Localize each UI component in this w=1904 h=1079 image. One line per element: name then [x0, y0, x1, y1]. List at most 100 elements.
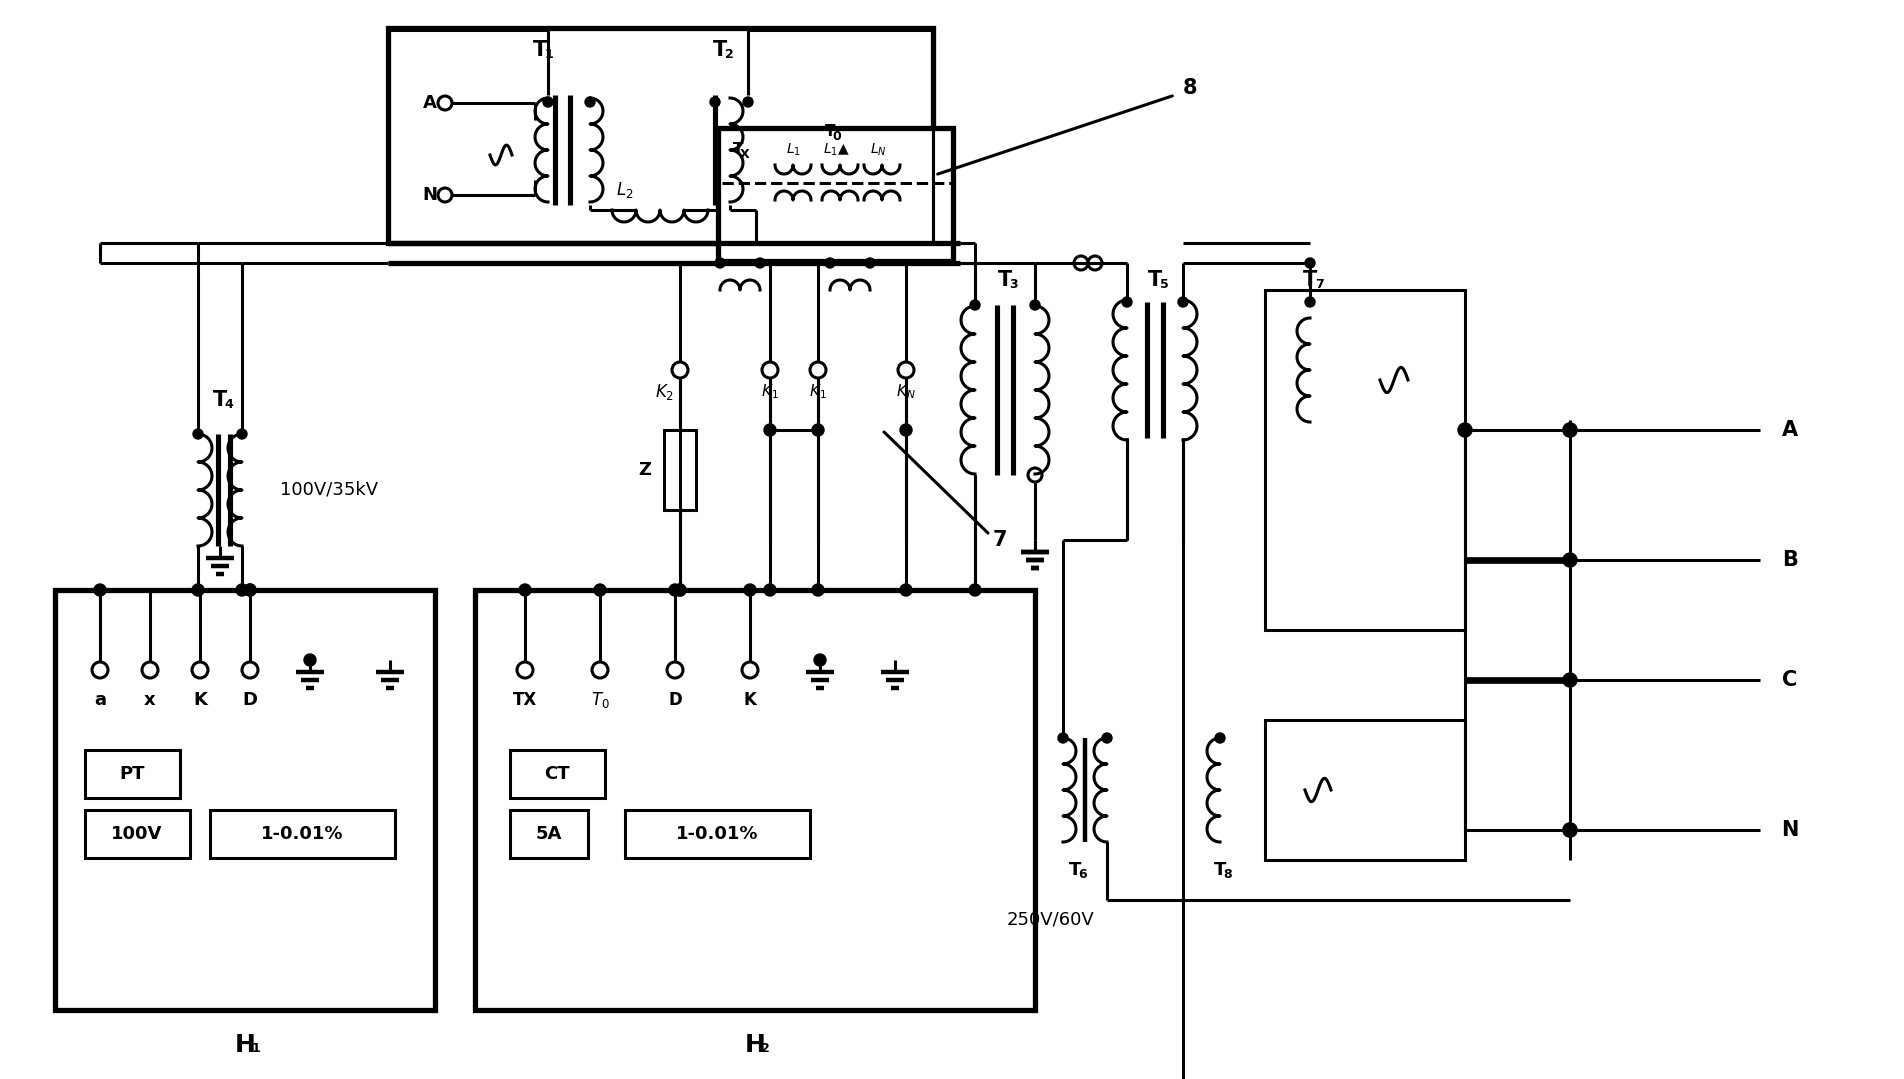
Text: N: N	[423, 186, 438, 204]
Text: 8: 8	[1224, 868, 1232, 880]
Text: 8: 8	[1182, 78, 1198, 98]
Text: 2: 2	[762, 1042, 771, 1055]
Circle shape	[811, 424, 824, 436]
Text: D: D	[242, 691, 257, 709]
Circle shape	[192, 429, 204, 439]
Bar	[209, 810, 394, 858]
Text: PT: PT	[120, 765, 145, 783]
Circle shape	[192, 584, 204, 596]
Circle shape	[710, 97, 720, 107]
Text: 250V/60V: 250V/60V	[1005, 911, 1095, 929]
Bar	[510, 810, 588, 858]
Text: T: T	[1215, 861, 1226, 879]
Circle shape	[744, 584, 756, 596]
Circle shape	[1563, 423, 1577, 437]
Text: T: T	[1068, 861, 1081, 879]
Circle shape	[93, 584, 107, 596]
Text: T: T	[533, 40, 546, 60]
Text: 7: 7	[1314, 277, 1323, 290]
Text: H: H	[744, 1033, 765, 1057]
Circle shape	[743, 97, 752, 107]
Text: $K_1$: $K_1$	[762, 383, 779, 401]
Circle shape	[520, 584, 531, 596]
Text: TX: TX	[512, 691, 537, 709]
Circle shape	[244, 584, 255, 596]
Text: 4: 4	[225, 397, 234, 410]
Circle shape	[1563, 554, 1577, 566]
Circle shape	[815, 654, 826, 666]
Circle shape	[824, 258, 836, 268]
Text: 100V/35kV: 100V/35kV	[280, 481, 379, 498]
Text: 100V: 100V	[110, 825, 162, 843]
Text: 5: 5	[1160, 277, 1169, 290]
Bar	[86, 750, 181, 798]
Text: 1: 1	[545, 47, 554, 60]
Text: T: T	[1148, 270, 1161, 290]
Text: T: T	[1302, 270, 1318, 290]
Circle shape	[543, 97, 552, 107]
Text: 3: 3	[1009, 277, 1019, 290]
Text: 1-0.01%: 1-0.01%	[261, 825, 343, 843]
Bar	[510, 750, 605, 798]
Circle shape	[585, 97, 594, 107]
Circle shape	[756, 258, 765, 268]
Text: T: T	[824, 124, 836, 139]
Text: B: B	[1782, 550, 1797, 570]
Circle shape	[1563, 823, 1577, 837]
Circle shape	[1030, 300, 1040, 310]
Bar	[625, 810, 809, 858]
Bar	[388, 28, 933, 243]
Text: x: x	[145, 691, 156, 709]
Circle shape	[969, 300, 981, 310]
Circle shape	[1121, 297, 1133, 308]
Circle shape	[236, 584, 248, 596]
Circle shape	[1304, 297, 1316, 308]
Text: $L_1$: $L_1$	[786, 141, 800, 159]
Circle shape	[1102, 733, 1112, 743]
Bar	[55, 590, 434, 1010]
Circle shape	[901, 424, 912, 436]
Text: N: N	[1782, 820, 1799, 839]
Text: Z: Z	[638, 461, 651, 479]
Text: $K_1$: $K_1$	[809, 383, 826, 401]
Circle shape	[674, 584, 685, 596]
Text: T: T	[998, 270, 1013, 290]
Circle shape	[811, 584, 824, 596]
Circle shape	[764, 424, 777, 436]
Text: 7: 7	[992, 530, 1007, 550]
Text: $K_N$: $K_N$	[897, 383, 916, 401]
Text: 1-0.01%: 1-0.01%	[676, 825, 758, 843]
Circle shape	[1563, 823, 1577, 837]
Circle shape	[716, 258, 725, 268]
Circle shape	[764, 584, 777, 596]
Bar	[86, 810, 190, 858]
Circle shape	[668, 584, 682, 596]
Text: $L_N$: $L_N$	[870, 141, 887, 159]
Text: $L_1$▲: $L_1$▲	[823, 141, 849, 159]
Text: CT: CT	[545, 765, 569, 783]
Text: 6: 6	[1078, 868, 1087, 880]
Bar	[1264, 290, 1464, 630]
Circle shape	[1059, 733, 1068, 743]
Text: A: A	[423, 94, 436, 112]
Circle shape	[901, 584, 912, 596]
Text: T: T	[712, 40, 727, 60]
Text: $T_0$: $T_0$	[590, 689, 609, 710]
Text: A: A	[1782, 420, 1797, 440]
Text: 2: 2	[725, 47, 733, 60]
Bar	[1264, 720, 1464, 860]
Circle shape	[1215, 733, 1224, 743]
Text: D: D	[668, 691, 682, 709]
Text: 5A: 5A	[535, 825, 562, 843]
Text: T: T	[213, 390, 227, 410]
Circle shape	[864, 258, 876, 268]
Text: T: T	[733, 142, 743, 158]
Text: X: X	[741, 148, 750, 161]
Circle shape	[244, 584, 255, 596]
Text: K: K	[744, 691, 756, 709]
Circle shape	[236, 429, 248, 439]
Bar	[474, 590, 1036, 1010]
Text: a: a	[93, 691, 107, 709]
Circle shape	[1563, 423, 1577, 437]
Text: $L_2$: $L_2$	[617, 180, 634, 200]
